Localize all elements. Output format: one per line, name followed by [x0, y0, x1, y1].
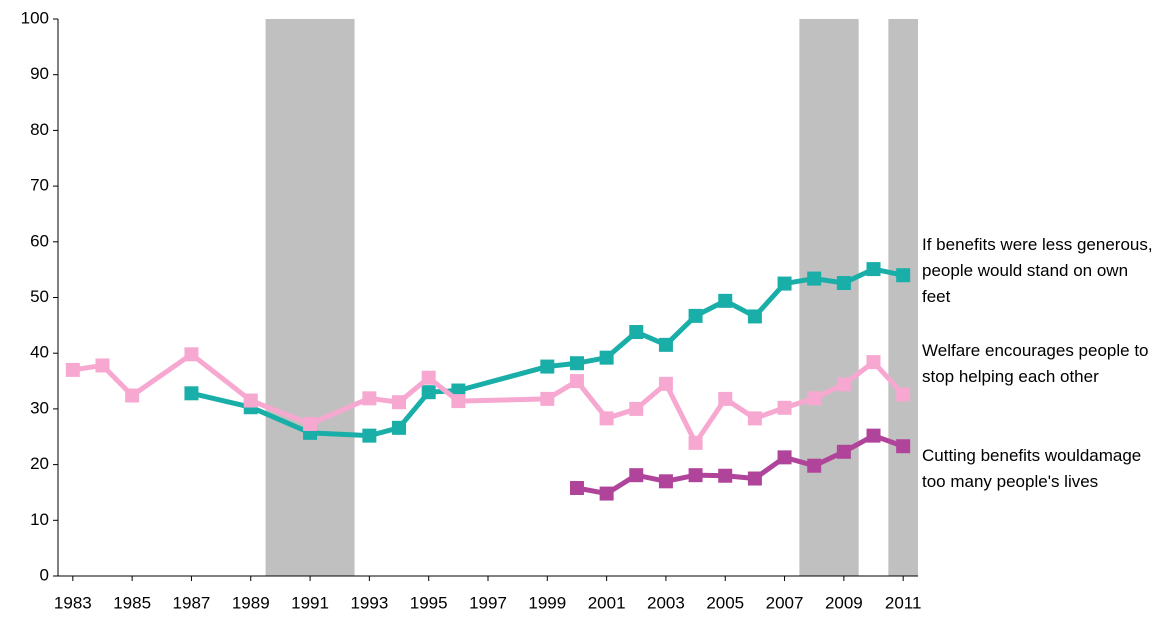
marker — [599, 486, 614, 501]
marker — [688, 435, 703, 450]
marker — [392, 420, 407, 435]
x-tick-label: 2007 — [766, 593, 804, 612]
y-tick-label: 0 — [40, 565, 49, 584]
marker — [184, 386, 199, 401]
marker — [95, 358, 110, 373]
marker — [599, 411, 614, 426]
x-tick-label: 2005 — [706, 593, 744, 612]
marker — [421, 385, 436, 400]
x-tick-label: 1983 — [54, 593, 92, 612]
shaded-range — [799, 19, 859, 576]
marker — [451, 394, 466, 409]
y-tick-label: 20 — [30, 454, 49, 473]
marker — [658, 474, 673, 489]
y-tick-label: 40 — [30, 343, 49, 362]
marker — [866, 355, 881, 370]
marker — [569, 374, 584, 389]
marker — [629, 325, 644, 340]
marker — [362, 428, 377, 443]
marker — [540, 359, 555, 374]
marker — [688, 308, 703, 323]
marker — [540, 391, 555, 406]
marker — [243, 393, 258, 408]
marker — [184, 347, 199, 362]
x-tick-label: 1995 — [410, 593, 448, 612]
marker — [866, 262, 881, 277]
marker — [777, 276, 792, 291]
marker — [718, 391, 733, 406]
marker — [125, 388, 140, 403]
marker — [807, 458, 822, 473]
legend-label: Welfare encourages people to stop helpin… — [922, 341, 1149, 386]
marker — [569, 356, 584, 371]
marker — [599, 350, 614, 365]
marker — [777, 450, 792, 465]
marker — [896, 268, 911, 283]
shaded-range — [888, 19, 918, 576]
y-tick-label: 80 — [30, 120, 49, 139]
x-tick-label: 2009 — [825, 593, 863, 612]
y-tick-label: 70 — [30, 176, 49, 195]
marker — [836, 276, 851, 291]
marker — [718, 468, 733, 483]
marker — [303, 416, 318, 431]
marker — [718, 293, 733, 308]
marker — [866, 428, 881, 443]
marker — [747, 309, 762, 324]
y-tick-label: 50 — [30, 287, 49, 306]
x-tick-label: 1993 — [350, 593, 388, 612]
marker — [421, 370, 436, 385]
x-tick-label: 2011 — [885, 593, 922, 612]
marker — [896, 439, 911, 454]
marker — [451, 383, 466, 398]
marker — [658, 337, 673, 352]
x-tick-label: 2001 — [588, 593, 626, 612]
y-tick-label: 60 — [30, 231, 49, 250]
marker — [747, 411, 762, 426]
marker — [392, 395, 407, 410]
x-tick-label: 1987 — [173, 593, 211, 612]
marker — [836, 444, 851, 459]
y-tick-label: 90 — [30, 64, 49, 83]
marker — [896, 387, 911, 402]
marker — [629, 468, 644, 483]
y-tick-label: 30 — [30, 398, 49, 417]
marker — [688, 468, 703, 483]
x-tick-label: 1985 — [113, 593, 151, 612]
marker — [629, 401, 644, 416]
x-tick-label: 1991 — [291, 593, 329, 612]
x-tick-label: 1989 — [232, 593, 270, 612]
marker — [569, 480, 584, 495]
marker — [362, 391, 377, 406]
y-tick-label: 100 — [21, 8, 49, 27]
x-tick-label: 2003 — [647, 593, 685, 612]
marker — [658, 376, 673, 391]
x-tick-label: 1997 — [469, 593, 507, 612]
shaded-range — [265, 19, 355, 576]
marker — [836, 377, 851, 392]
marker — [747, 471, 762, 486]
marker — [777, 400, 792, 415]
x-tick-label: 1999 — [528, 593, 566, 612]
legend-label: Cutting benefits wouldamage too many peo… — [922, 446, 1142, 491]
y-tick-label: 10 — [30, 510, 49, 529]
marker — [807, 391, 822, 406]
legend-label: If benefits were less generous, people w… — [922, 235, 1153, 306]
marker — [65, 362, 80, 377]
marker — [807, 271, 822, 286]
